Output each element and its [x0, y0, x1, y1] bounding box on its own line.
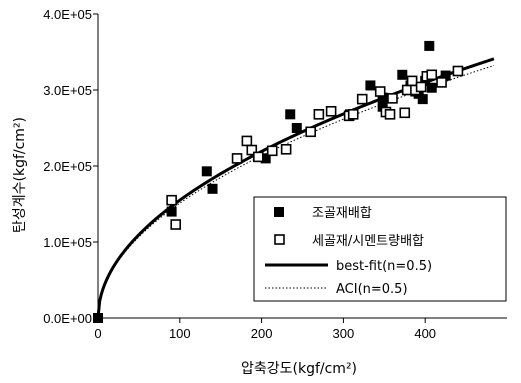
coarse-aggregate-point — [291, 123, 302, 133]
coarse-aggregate-point — [397, 69, 408, 80]
fine-aggregate-point — [426, 69, 438, 81]
fine-aggregate-point — [406, 75, 418, 87]
y-tick-label: 0.0E+00 — [43, 311, 92, 326]
legend: 조골재배합 세골재/시멘트량배합 best-fit(n=0.5) ACI(n=0… — [253, 196, 507, 302]
fine-aggregate-point — [246, 144, 258, 156]
fine-aggregate-point — [436, 77, 447, 88]
x-tick-label: 200 — [251, 326, 273, 341]
fine-aggregate-point — [325, 105, 337, 117]
legend-label-coarse-aggregate: 조골재배합 — [312, 206, 372, 221]
coarse-aggregate-point — [207, 183, 218, 194]
fine-aggregate-point — [387, 93, 398, 104]
x-tick-label: 400 — [414, 326, 436, 341]
legend-marker-coarse-aggregate — [274, 207, 284, 217]
coarse-aggregate-point — [201, 166, 212, 177]
legend-box — [253, 196, 507, 302]
x-tick-label: 300 — [333, 326, 355, 341]
coarse-aggregate-point — [424, 40, 435, 51]
fine-aggregate-point — [280, 143, 292, 155]
y-tick-label: 1.0E+05 — [43, 235, 92, 250]
x-tick-label: 100 — [169, 326, 191, 341]
fine-aggregate-point — [374, 86, 386, 97]
y-tick-label: 4.0E+05 — [43, 7, 92, 22]
coarse-aggregate-point — [417, 94, 428, 105]
coarse-aggregate-point — [285, 109, 296, 120]
legend-label-aci: ACI(n=0.5) — [336, 282, 408, 297]
fine-aggregate-point — [241, 135, 253, 147]
plot-axes: 0.0E+00 1.0E+05 2.0E+05 3.0E+05 4.0E+05 0 100 2… — [43, 7, 507, 341]
coarse-aggregate-point — [260, 153, 271, 164]
fine-aggregate-point — [356, 93, 368, 105]
coarse-aggregate-point — [93, 313, 103, 323]
y-tick-label: 2.0E+05 — [43, 159, 92, 174]
fine-aggregate-point — [170, 219, 182, 230]
y-tick-label: 3.0E+05 — [43, 83, 92, 98]
coarse-aggregate-point — [440, 70, 451, 81]
fine-aggregate-point — [266, 145, 278, 157]
coarse-aggregate-point — [377, 101, 388, 112]
legend-label-fine-aggregate: 세골재/시멘트량배합 — [312, 234, 424, 249]
legend-label-best-fit: best-fit(n=0.5) — [336, 259, 432, 274]
fine-aggregate-point — [415, 81, 427, 93]
x-tick-label: 0 — [94, 326, 101, 341]
fine-aggregate-point — [384, 109, 396, 120]
coarse-aggregate-point — [166, 206, 177, 217]
fine-aggregate-point — [231, 153, 243, 164]
x-axis-title: 압축강도(kgf/cm²) — [241, 361, 357, 377]
fine-aggregate-point — [347, 109, 359, 120]
coarse-aggregate-point — [426, 82, 437, 93]
fine-aggregate-point — [313, 109, 325, 120]
coarse-aggregate-point — [365, 80, 376, 91]
legend-marker-fine-aggregate — [274, 234, 285, 245]
y-axis-title: 탄성계수(kgf/cm²) — [12, 117, 28, 233]
fine-aggregate-point — [452, 65, 464, 77]
fine-aggregate-point — [166, 194, 177, 206]
coarse-aggregate-point — [377, 92, 388, 103]
plot-area — [93, 40, 495, 323]
fine-aggregate-point — [253, 151, 264, 163]
fine-aggregate-point — [305, 126, 316, 138]
fine-aggregate-point — [399, 107, 411, 119]
